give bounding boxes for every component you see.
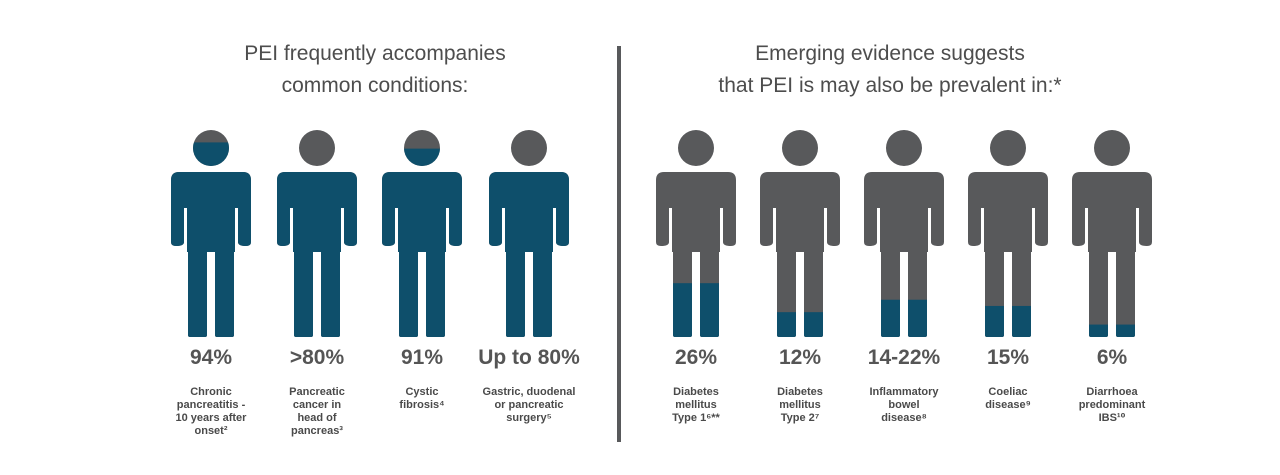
percentage-label: 94% (189, 346, 233, 369)
percentage-label: 6% (1096, 346, 1128, 369)
right-heading-line-2: that PEI is may also be prevalent in:* (718, 74, 1062, 97)
condition-label: Inflammatory bowel disease⁸ (869, 386, 939, 424)
figure-fill (864, 299, 944, 337)
figure-fill (171, 142, 251, 337)
vertical-divider (617, 46, 621, 442)
figure-fill (760, 312, 840, 337)
figure-fill (968, 305, 1048, 337)
condition-label: Coeliac disease⁹ (985, 386, 1031, 411)
percentage-label: Up to 80% (478, 346, 580, 369)
condition-label: Gastric, duodenal or pancreatic surgery⁵ (482, 386, 576, 424)
person-figure (968, 130, 1048, 337)
person-figure (760, 130, 840, 337)
person-figure (1072, 130, 1152, 337)
percentage-label: 26% (674, 346, 718, 369)
percentage-label: 12% (778, 346, 822, 369)
person-figure (656, 130, 736, 337)
left-heading-line-1: PEI frequently accompanies (244, 42, 506, 65)
condition-label: Diabetes mellitus Type 2⁷ (777, 386, 823, 424)
condition-label: Diarrhoea predominant IBS¹⁰ (1078, 386, 1146, 424)
figure-fill (656, 283, 736, 337)
person-figure (277, 130, 357, 337)
condition-label: Cystic fibrosis⁴ (399, 386, 445, 411)
person-figure (382, 130, 462, 337)
figure-fill (1072, 324, 1152, 337)
percentage-label: 14-22% (867, 346, 941, 369)
figure-fill (277, 171, 357, 337)
right-heading-line-1: Emerging evidence suggests (755, 42, 1025, 65)
left-heading: PEI frequently accompanies common condit… (170, 38, 580, 102)
figure-fill (382, 148, 462, 337)
person-figure (489, 130, 569, 337)
left-heading-line-2: common conditions: (281, 74, 469, 97)
person-figure (171, 130, 251, 337)
figure-fill (489, 171, 569, 337)
condition-label: Diabetes mellitus Type 1⁶** (672, 386, 720, 424)
person-figure (864, 130, 944, 337)
condition-label: Chronic pancreatitis - 10 years after on… (175, 386, 247, 437)
percentage-label: 91% (400, 346, 444, 369)
percentage-label: >80% (289, 346, 345, 369)
right-heading: Emerging evidence suggests that PEI is m… (640, 38, 1140, 102)
percentage-label: 15% (986, 346, 1030, 369)
condition-label: Pancreatic cancer in head of pancreas³ (289, 386, 345, 437)
